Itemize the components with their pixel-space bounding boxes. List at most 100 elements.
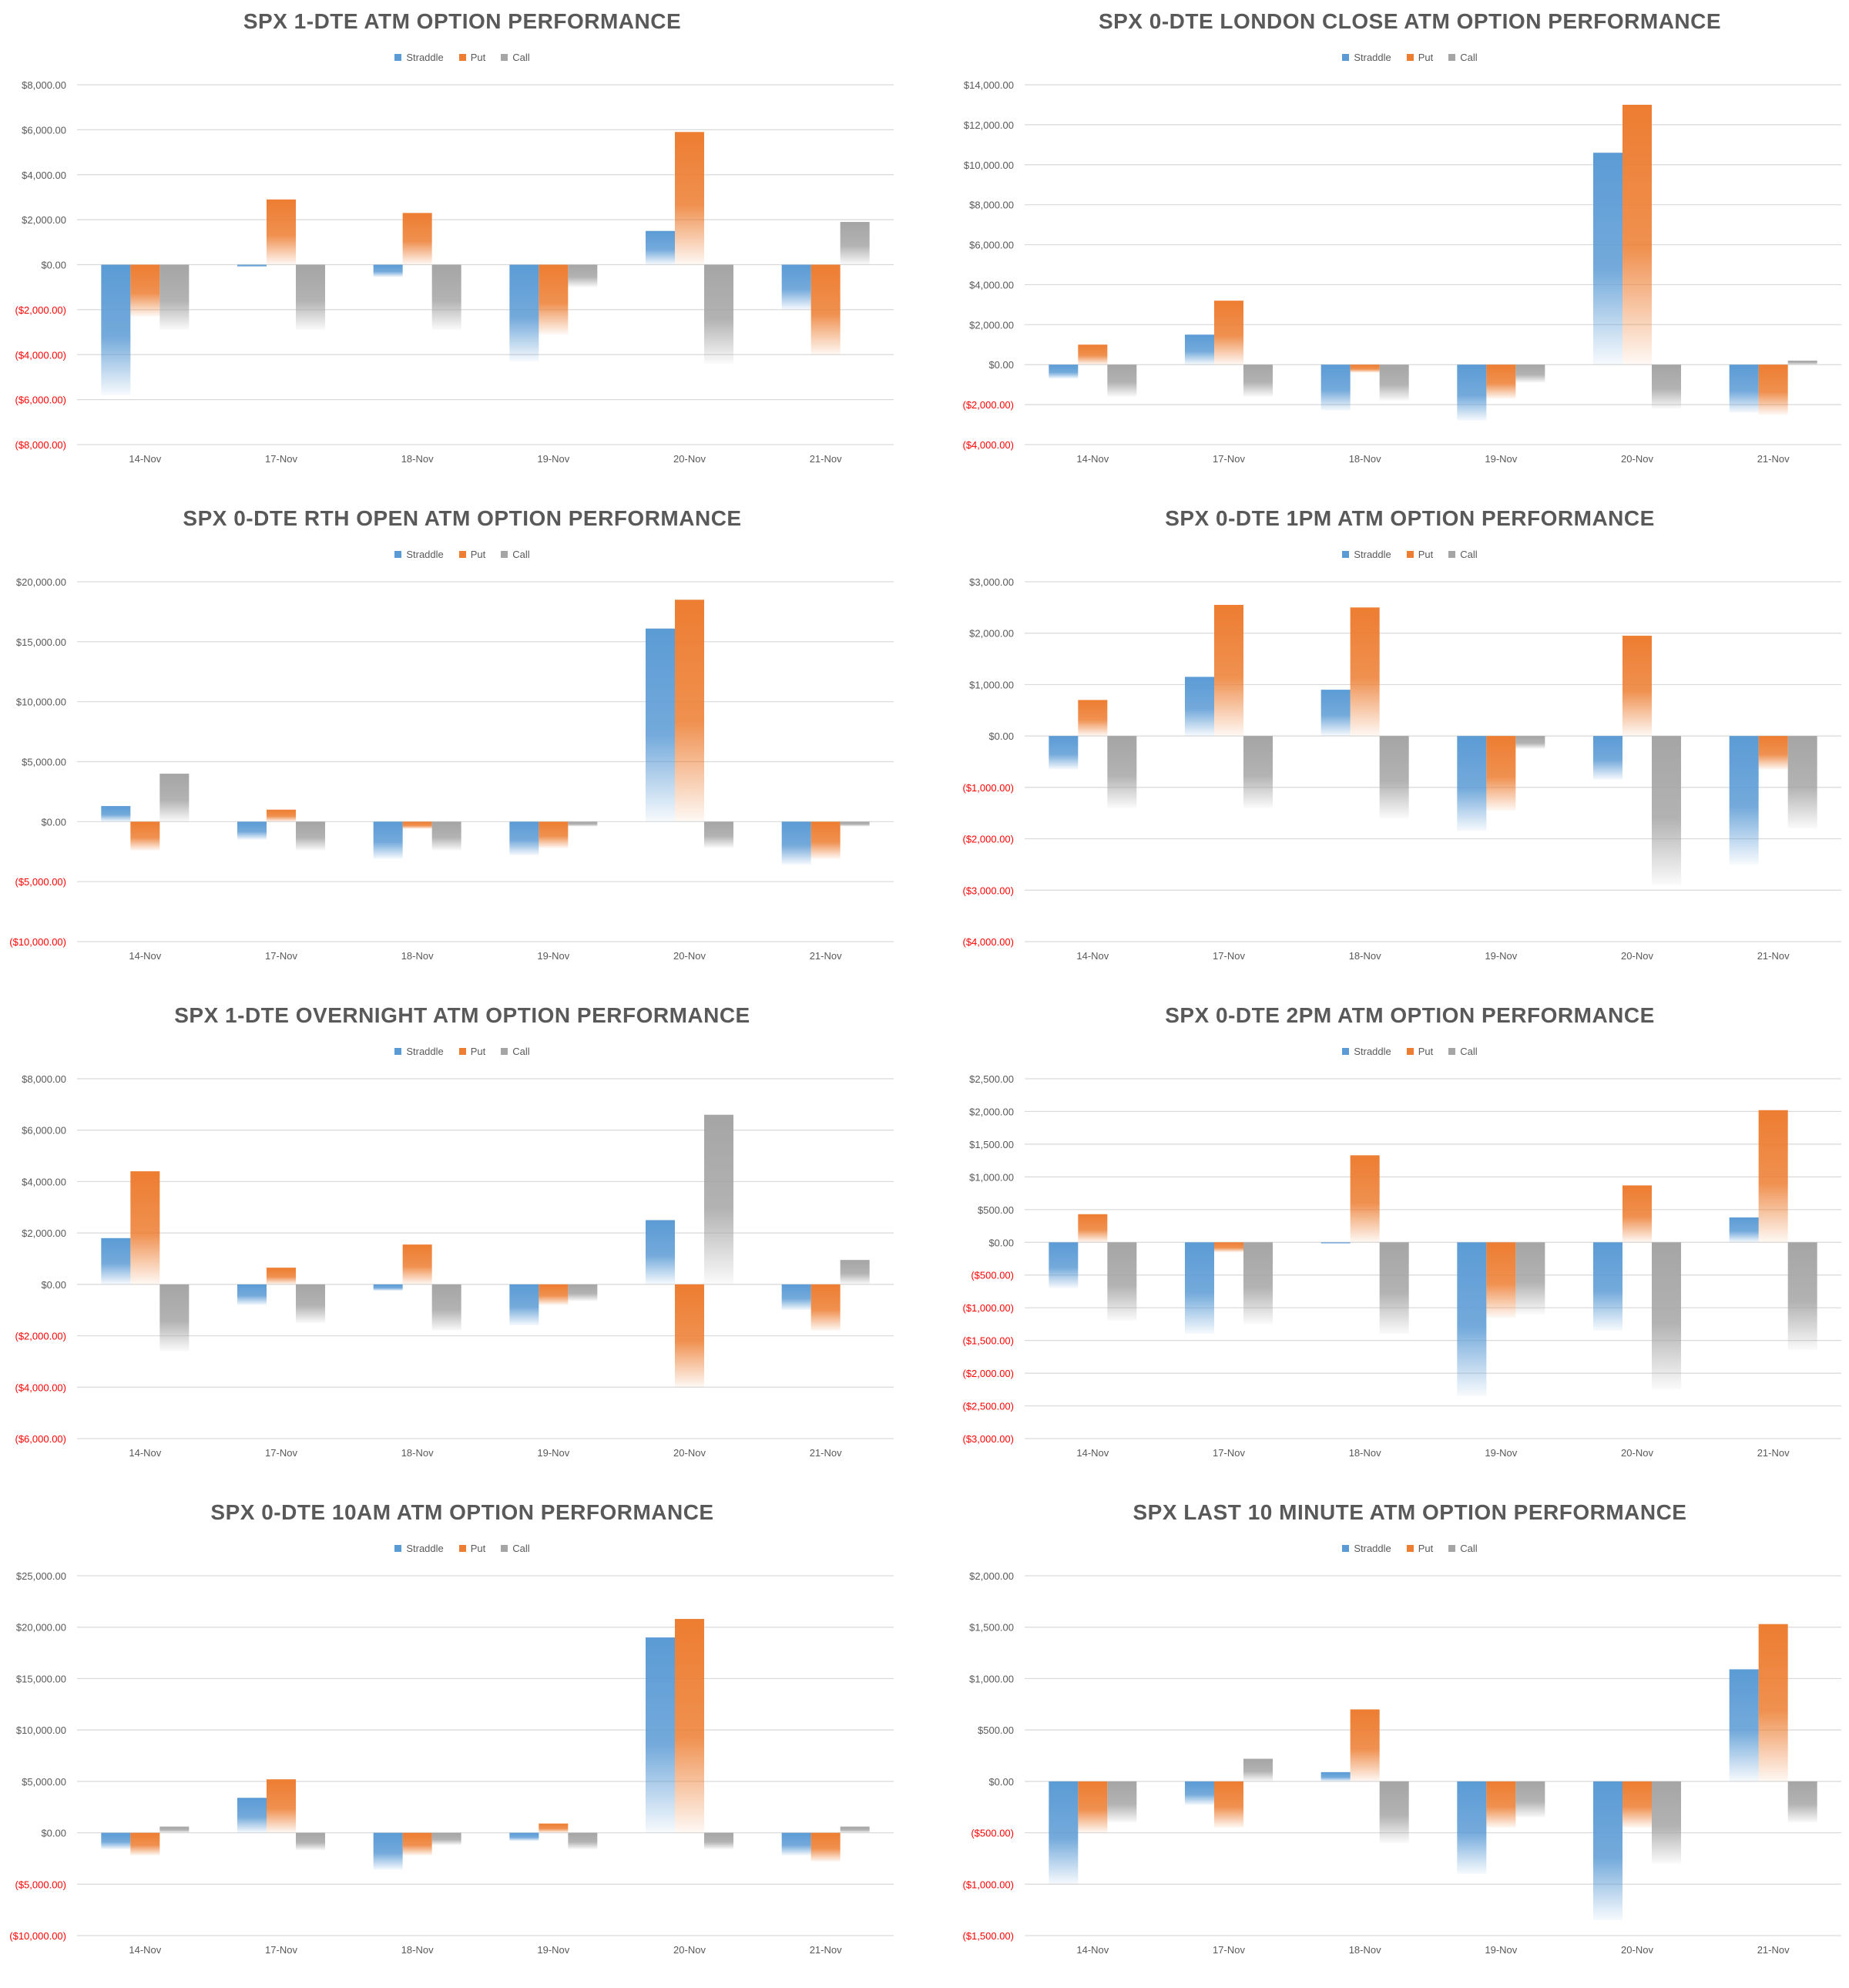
y-tick-label: $1,500.00 (969, 1139, 1014, 1150)
bar-put-21-Nov (1758, 1110, 1788, 1243)
bar-straddle-18-Nov (1320, 1242, 1351, 1244)
bar-straddle-17-Nov (237, 821, 267, 840)
bar-call-14-Nov (159, 1826, 190, 1833)
y-tick-label: $0.00 (41, 816, 66, 828)
bar-put-19-Nov (1486, 364, 1516, 399)
bar-straddle-18-Nov (373, 1284, 403, 1291)
bar-straddle-14-Nov (1049, 1781, 1079, 1885)
bar-call-21-Nov (1787, 1781, 1817, 1823)
y-tick-label: $2,000.00 (969, 628, 1014, 640)
y-tick-label: ($2,500.00) (963, 1401, 1015, 1412)
y-tick-label: $0.00 (41, 1828, 66, 1839)
bar-straddle-20-Nov (646, 1220, 675, 1284)
legend-swatch-call (501, 54, 508, 61)
bar-put-14-Nov (1078, 344, 1108, 365)
bar-put-19-Nov (539, 1823, 569, 1833)
bar-put-20-Nov (675, 1284, 704, 1388)
bar-call-21-Nov (840, 1260, 870, 1284)
bar-put-20-Nov (675, 132, 704, 265)
legend-label-call: Call (1460, 1543, 1478, 1554)
y-tick-label: $12,000.00 (964, 119, 1014, 131)
legend-item-straddle: Straddle (394, 52, 444, 63)
bar-straddle-18-Nov (1320, 690, 1351, 737)
x-tick-label: 17-Nov (265, 950, 297, 962)
legend-item-straddle: Straddle (394, 1046, 444, 1057)
bar-put-18-Nov (402, 213, 432, 265)
legend-swatch-straddle (1342, 54, 1350, 61)
y-tick-label: $5,000.00 (22, 1776, 66, 1788)
bar-call-21-Nov (840, 222, 870, 265)
x-tick-label: 18-Nov (401, 1944, 434, 1956)
legend-label-straddle: Straddle (1354, 549, 1391, 560)
y-tick-label: $1,000.00 (969, 1673, 1014, 1684)
bar-straddle-20-Nov (646, 230, 675, 265)
x-tick-label: 17-Nov (265, 1944, 297, 1956)
y-tick-label: $8,000.00 (969, 200, 1014, 211)
y-tick-label: ($500.00) (971, 1828, 1014, 1839)
chart-panel: SPX LAST 10 MINUTE ATM OPTION PERFORMANC… (948, 1491, 1849, 1988)
y-tick-label: $0.00 (988, 1776, 1014, 1788)
legend-item-put: Put (458, 1046, 485, 1057)
bar-call-19-Nov (568, 1284, 598, 1301)
bar-call-21-Nov (840, 1826, 870, 1833)
legend-swatch-put (458, 1545, 466, 1552)
legend-swatch-put (1406, 551, 1414, 558)
x-tick-label: 18-Nov (401, 1447, 434, 1459)
bar-put-18-Nov (402, 1244, 432, 1284)
bar-call-21-Nov (1787, 1242, 1817, 1351)
y-tick-label: $4,000.00 (22, 170, 66, 181)
y-tick-label: ($4,000.00) (15, 1382, 67, 1393)
chart-panel: SPX 0-DTE 10AM ATM OPTION PERFORMANCE Str… (0, 1491, 924, 1988)
chart-legend: Straddle Put Call (0, 52, 924, 63)
bar-chart: ($1,500.00) ($1,000.00) ($500.00) $0.00 $500… (963, 1570, 1841, 1956)
legend-label-call: Call (512, 549, 530, 560)
x-tick-label: 17-Nov (1213, 950, 1245, 962)
bar-straddle-17-Nov (1185, 1242, 1214, 1335)
bar-straddle-20-Nov (1593, 736, 1622, 780)
bar-put-21-Nov (810, 264, 841, 355)
y-tick-label: ($4,000.00) (963, 936, 1015, 948)
bar-straddle-21-Nov (1729, 1669, 1759, 1781)
x-tick-label: 14-Nov (129, 1447, 161, 1459)
bar-call-20-Nov (1652, 1781, 1681, 1864)
bar-straddle-18-Nov (373, 1832, 403, 1870)
legend-item-call: Call (501, 1543, 530, 1554)
x-tick-label: 18-Nov (1349, 1944, 1381, 1956)
legend-label-straddle: Straddle (406, 52, 444, 63)
x-tick-label: 21-Nov (810, 453, 842, 465)
x-tick-label: 17-Nov (265, 453, 297, 465)
x-tick-label: 14-Nov (129, 453, 161, 465)
x-tick-label: 14-Nov (1076, 950, 1109, 962)
legend-item-straddle: Straddle (394, 549, 444, 560)
x-tick-label: 21-Nov (810, 950, 842, 962)
y-tick-label: $2,000.00 (22, 1227, 66, 1239)
y-tick-label: ($1,500.00) (963, 1335, 1015, 1347)
bar-put-17-Nov (267, 199, 296, 265)
y-tick-label: $0.00 (988, 730, 1014, 742)
y-tick-label: $500.00 (978, 1724, 1014, 1736)
y-tick-label: $2,500.00 (969, 1073, 1014, 1085)
chart-title: SPX LAST 10 MINUTE ATM OPTION PERFORMANC… (1133, 1500, 1687, 1524)
chart-panel: SPX 0-DTE 1PM ATM OPTION PERFORMANCE Stra… (948, 497, 1849, 994)
bar-put-18-Nov (1350, 607, 1380, 737)
legend-swatch-straddle (394, 54, 402, 61)
legend-item-put: Put (1406, 1046, 1433, 1057)
x-tick-label: 17-Nov (1213, 1944, 1245, 1956)
legend-label-call: Call (1460, 1046, 1478, 1057)
legend-swatch-call (1448, 1048, 1456, 1055)
bar-put-19-Nov (1486, 1781, 1516, 1828)
bar-straddle-20-Nov (646, 628, 675, 822)
legend-item-straddle: Straddle (394, 1543, 444, 1554)
x-tick-label: 18-Nov (1349, 453, 1381, 465)
bar-straddle-17-Nov (237, 1798, 267, 1833)
bar-straddle-14-Nov (101, 264, 131, 395)
x-tick-label: 18-Nov (401, 453, 434, 465)
x-tick-label: 21-Nov (1757, 1944, 1790, 1956)
legend-item-straddle: Straddle (1342, 1046, 1391, 1057)
bar-call-17-Nov (1243, 1242, 1273, 1325)
bar-call-20-Nov (704, 1832, 733, 1849)
bar-put-14-Nov (1078, 1781, 1108, 1833)
y-tick-label: $1,000.00 (969, 679, 1014, 690)
bar-put-18-Nov (402, 821, 432, 829)
